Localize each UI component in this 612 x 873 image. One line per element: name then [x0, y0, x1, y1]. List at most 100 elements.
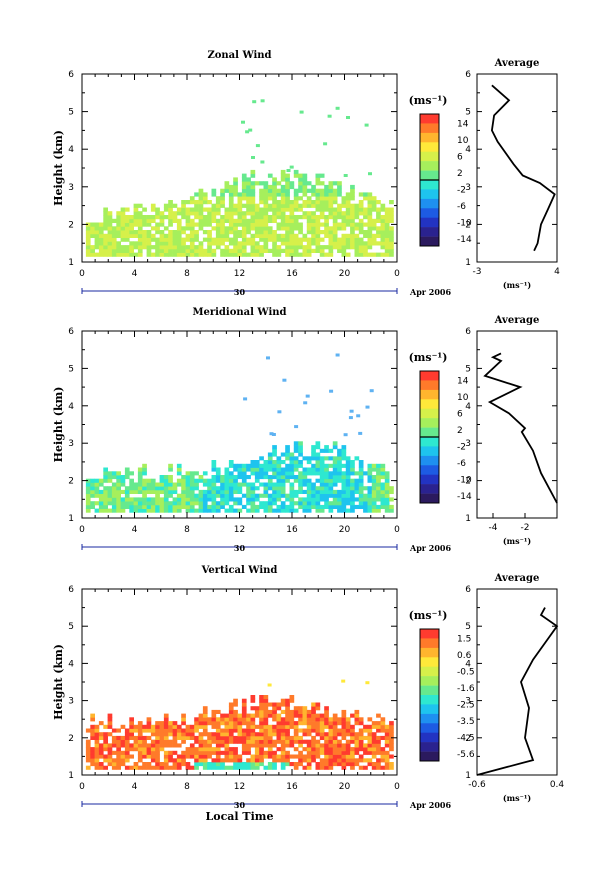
heatmap-cell [215, 709, 221, 714]
heatmap-cell [98, 482, 104, 487]
heatmap-cell [367, 493, 373, 498]
heatmap-cell [306, 754, 312, 759]
heatmap-cell [207, 211, 212, 216]
heatmap-cell [215, 226, 221, 231]
heatmap-cell [198, 192, 204, 197]
heatmap-cell [202, 237, 208, 242]
heatmap-cell [194, 245, 199, 250]
heatmap-cell [276, 245, 282, 250]
heatmap-cell [176, 207, 182, 212]
heatmap-cell [241, 230, 247, 235]
heatmap-cell [198, 504, 204, 509]
heatmap-cell [298, 475, 303, 480]
heatmap-cell [324, 706, 329, 711]
heatmap-cell [276, 758, 282, 763]
heatmap-cell [120, 237, 126, 242]
heatmap-cell [389, 486, 394, 491]
y-tick-label: 6 [68, 585, 74, 595]
heatmap-cell [176, 226, 182, 231]
heatmap-cell [298, 709, 303, 714]
heatmap-cell [337, 497, 342, 502]
heatmap-cell [176, 230, 182, 235]
heatmap-cell [202, 471, 208, 476]
colorbar-label: -3.5 [457, 717, 475, 727]
heatmap-cell [189, 233, 195, 238]
heatmap-cell [137, 721, 143, 726]
heatmap-cell [345, 203, 351, 208]
heatmap-cell [224, 721, 230, 726]
heatmap-cell [285, 233, 290, 238]
colorbar-swatch [420, 427, 439, 438]
heatmap-cell [354, 233, 360, 238]
heatmap-cell [155, 762, 160, 767]
heatmap-cell [376, 508, 381, 513]
heatmap-cell [211, 188, 217, 193]
heatmap-cell [293, 475, 299, 480]
x-tick-label: 8 [184, 269, 190, 279]
heatmap-cell [241, 226, 247, 231]
heatmap-cell [159, 241, 165, 246]
heatmap-cell [246, 482, 251, 487]
heatmap-cell [94, 226, 100, 231]
heatmap-cell [211, 460, 217, 465]
heatmap-cell [311, 702, 316, 707]
heatmap-cell [241, 173, 247, 178]
heatmap-cell [237, 200, 243, 205]
heatmap-cell [358, 463, 364, 468]
heatmap-cell [259, 728, 264, 733]
colorbar-swatch [420, 142, 439, 152]
heatmap-cell [306, 709, 312, 714]
heatmap-cell [368, 172, 372, 176]
heatmap-cell [116, 215, 121, 220]
heatmap-cell [189, 241, 195, 246]
heatmap-cell [289, 698, 295, 703]
heatmap-cell [224, 478, 230, 483]
heatmap-cell [350, 750, 355, 755]
heatmap-cell [124, 501, 130, 506]
heatmap-cells [85, 679, 394, 770]
heatmap-cell [315, 192, 321, 197]
heatmap-cell [341, 471, 347, 476]
heatmap-cell [211, 713, 217, 718]
heatmap-cell [181, 739, 186, 744]
heatmap-cell [111, 475, 117, 480]
heatmap-cell [263, 463, 269, 468]
heatmap-cell [285, 754, 290, 759]
profile-x-tick-label: -2 [521, 523, 530, 533]
heatmap-cell [163, 765, 169, 770]
heatmap-cell [233, 207, 238, 212]
heatmap-cell [259, 245, 264, 250]
heatmap-cell [380, 486, 386, 491]
heatmap-cell [350, 233, 355, 238]
heatmap-cell [306, 211, 312, 216]
heatmap-cell [311, 735, 316, 740]
heatmap-cell [389, 765, 394, 770]
heatmap-cell [371, 747, 377, 752]
heatmap-cell [85, 489, 91, 494]
heatmap-cell [315, 233, 321, 238]
heatmap-cell [224, 475, 230, 480]
heatmap-cell [345, 200, 351, 205]
heatmap-cell [345, 501, 351, 506]
heatmap-cell [185, 497, 191, 502]
heatmap-cell [185, 504, 191, 509]
heatmap-cell [280, 237, 286, 242]
heatmap-cell [280, 735, 286, 740]
heatmap-cell [328, 735, 334, 740]
heatmap-cell [94, 222, 100, 227]
heatmap-cell [129, 252, 134, 257]
heatmap-cell [363, 750, 368, 755]
heatmap-cell [280, 233, 286, 238]
heatmap-cell [168, 724, 173, 729]
heatmap-cell [350, 230, 355, 235]
heatmap-cell [358, 743, 364, 748]
colorbar-swatch [420, 198, 439, 209]
heatmap-cell [120, 489, 126, 494]
heatmap-cell [202, 196, 208, 201]
heatmap-cell [345, 478, 351, 483]
heatmap-cell [85, 233, 91, 238]
colorbar-swatch [420, 114, 439, 124]
heatmap-cell [250, 218, 256, 223]
heatmap-cell [107, 713, 113, 718]
heatmap-cell [341, 456, 347, 461]
